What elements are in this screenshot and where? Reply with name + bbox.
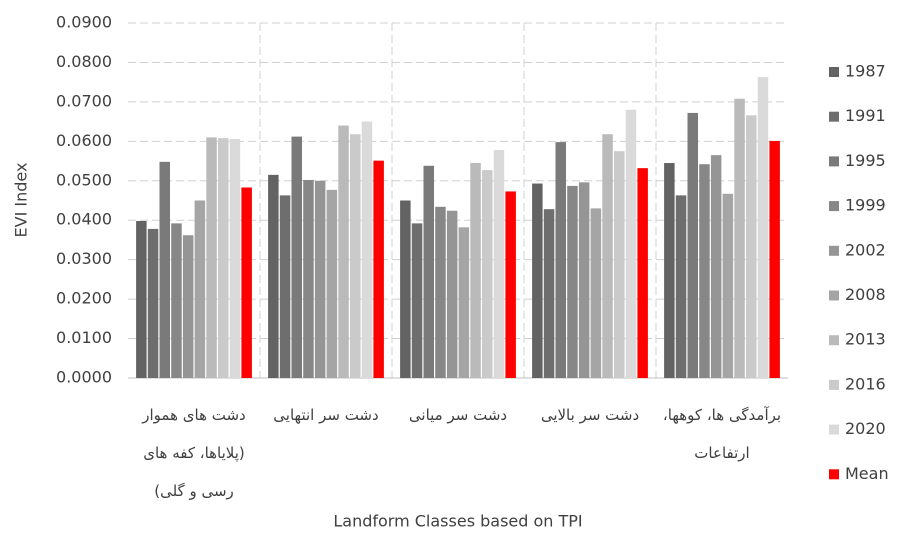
bar bbox=[458, 227, 470, 378]
bar bbox=[338, 125, 349, 378]
y-tick-label: 0.0900 bbox=[56, 13, 112, 32]
bar bbox=[710, 155, 722, 378]
bar bbox=[326, 189, 338, 378]
bar bbox=[171, 223, 182, 378]
legend-label: 2013 bbox=[845, 330, 886, 349]
bar bbox=[159, 161, 170, 378]
bar bbox=[373, 160, 384, 378]
x-tick-label: برآمدگی ها، کوهها، ارتفاعات bbox=[662, 406, 782, 462]
bar bbox=[493, 150, 505, 378]
bar bbox=[722, 193, 734, 378]
bar bbox=[470, 163, 481, 378]
bar bbox=[279, 195, 291, 378]
bar bbox=[423, 165, 434, 378]
bar bbox=[194, 200, 206, 378]
x-tick-label: دشت سر میانی bbox=[408, 406, 508, 424]
bar bbox=[400, 200, 411, 378]
legend-label: 1999 bbox=[845, 196, 886, 215]
legend-swatch bbox=[829, 67, 839, 77]
bar bbox=[687, 112, 698, 378]
bar bbox=[625, 109, 637, 379]
y-tick-label: 0.0200 bbox=[56, 289, 112, 308]
bar bbox=[482, 170, 493, 378]
bar bbox=[664, 163, 675, 378]
y-axis-label: EVI Index bbox=[12, 163, 31, 238]
y-tick-label: 0.0400 bbox=[56, 210, 112, 229]
x-tick-label: دشت سر بالایی bbox=[540, 406, 640, 424]
bar bbox=[136, 221, 147, 378]
legend-swatch bbox=[829, 201, 839, 212]
x-axis-label: Landform Classes based on TPI bbox=[333, 512, 582, 531]
bar bbox=[411, 223, 423, 378]
legend-label: 2020 bbox=[845, 419, 886, 438]
legend-label: 1991 bbox=[845, 106, 886, 125]
legend-swatch bbox=[829, 245, 839, 256]
bar bbox=[543, 209, 555, 378]
legend-swatch bbox=[829, 335, 839, 346]
y-tick-label: 0.0000 bbox=[56, 368, 112, 387]
legend-label: 2008 bbox=[845, 285, 886, 304]
bar bbox=[555, 142, 566, 378]
bar bbox=[182, 235, 194, 378]
legend-label: 1987 bbox=[845, 62, 886, 81]
bar bbox=[757, 77, 769, 379]
bar bbox=[602, 134, 613, 378]
bar bbox=[614, 151, 625, 378]
bar bbox=[769, 140, 780, 378]
legend-swatch bbox=[829, 424, 839, 435]
y-tick-label: 0.0100 bbox=[56, 328, 112, 347]
legend-label: 2016 bbox=[845, 374, 886, 393]
bar bbox=[350, 134, 361, 378]
bar bbox=[314, 180, 326, 378]
bar bbox=[505, 191, 516, 378]
bar bbox=[734, 98, 745, 378]
bar bbox=[206, 137, 217, 378]
legend-swatch bbox=[829, 290, 839, 301]
legend-label: 2002 bbox=[845, 240, 886, 259]
bar bbox=[361, 121, 373, 378]
bar bbox=[218, 138, 229, 378]
bar bbox=[637, 168, 648, 378]
y-tick-label: 0.0300 bbox=[56, 249, 112, 268]
bar bbox=[229, 138, 241, 378]
y-tick-label: 0.0700 bbox=[56, 91, 112, 110]
bar bbox=[746, 115, 757, 379]
legend-label: Mean bbox=[845, 464, 889, 483]
bar bbox=[446, 210, 458, 378]
legend-swatch bbox=[829, 379, 839, 390]
y-tick-label: 0.0800 bbox=[56, 52, 112, 71]
bar bbox=[578, 182, 590, 378]
bar bbox=[268, 174, 279, 378]
legend-swatch bbox=[829, 156, 839, 167]
bar bbox=[532, 183, 543, 378]
bar bbox=[303, 179, 314, 378]
bar bbox=[147, 228, 159, 378]
legend-swatch bbox=[829, 469, 839, 480]
x-tick-label: دشت های هموار (پلایاها، کفه های رسی و گل… bbox=[142, 406, 246, 500]
y-tick-label: 0.0600 bbox=[56, 131, 112, 150]
y-tick-label: 0.0500 bbox=[56, 170, 112, 189]
legend-label: 1995 bbox=[845, 151, 886, 170]
bar bbox=[590, 208, 602, 378]
bar bbox=[675, 195, 687, 378]
bar bbox=[241, 187, 252, 378]
legend-swatch bbox=[829, 111, 839, 122]
x-tick-label: دشت سر انتهایی bbox=[273, 406, 379, 424]
bar bbox=[567, 185, 578, 378]
bar bbox=[291, 136, 302, 378]
bar bbox=[699, 164, 710, 378]
bar bbox=[435, 206, 446, 378]
